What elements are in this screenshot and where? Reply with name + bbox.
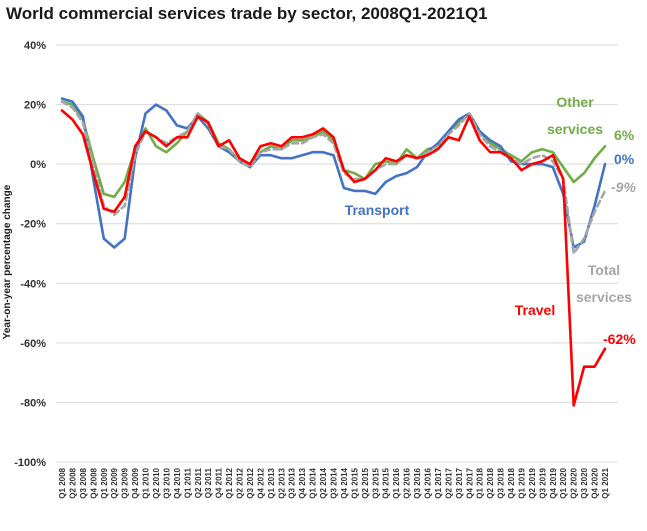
x-tick-label: Q4 2012 [256, 467, 265, 498]
x-tick-label: Q3 2008 [79, 467, 88, 498]
x-tick-label: Q1 2018 [476, 467, 485, 498]
x-tick-label: Q4 2018 [507, 467, 516, 498]
annotation-transport-label: Transport [345, 202, 410, 218]
x-tick-label: Q2 2018 [486, 467, 495, 498]
x-tick-label: Q1 2017 [434, 467, 443, 498]
y-axis-label: Year-on-year percentage change [2, 184, 13, 339]
x-tick-label: Q2 2014 [319, 467, 328, 498]
x-tick-label: Q3 2018 [497, 467, 506, 498]
annotation-transport-value: 0% [614, 151, 635, 167]
annotation-other-label: Other [556, 94, 594, 110]
x-tick-label: Q2 2012 [236, 467, 245, 498]
x-tick-label: Q2 2016 [403, 467, 412, 498]
x-tick-label: Q4 2010 [173, 467, 182, 498]
y-axis-tick-labels: 40% 20% 0% -20% -40% -60% -80% -100% [14, 40, 46, 469]
annotation-travel-value: -62% [603, 331, 636, 347]
annotation-total-label: Total [588, 262, 620, 278]
y-tick-label: -100% [14, 457, 46, 469]
x-tick-label: Q3 2016 [413, 467, 422, 498]
series-line-transport [60, 97, 607, 249]
x-tick-label: Q1 2016 [392, 467, 401, 498]
x-tick-label: Q1 2020 [559, 467, 568, 498]
y-tick-label: -40% [20, 278, 46, 290]
x-tick-label: Q4 2008 [89, 467, 98, 498]
x-tick-label: Q1 2021 [601, 467, 610, 498]
x-tick-label: Q4 2017 [465, 467, 474, 498]
x-tick-label: Q2 2010 [152, 467, 161, 498]
x-tick-label: Q4 2011 [215, 467, 224, 498]
x-tick-label: Q3 2019 [538, 467, 547, 498]
annotation-travel-label: Travel [515, 302, 555, 318]
x-tick-label: Q4 2009 [131, 467, 140, 498]
annotation-other-value: 6% [614, 127, 635, 143]
x-tick-label: Q3 2009 [121, 467, 130, 498]
x-tick-label: Q3 2014 [330, 467, 339, 498]
x-tick-label: Q4 2019 [549, 467, 558, 498]
x-tick-label: Q2 2011 [194, 467, 203, 498]
series-lines [60, 97, 607, 407]
x-tick-label: Q1 2011 [183, 467, 192, 498]
y-tick-label: -60% [20, 338, 46, 350]
x-tick-label: Q3 2017 [455, 467, 464, 498]
y-tick-label: -20% [20, 219, 46, 231]
x-tick-label: Q4 2016 [423, 467, 432, 498]
y-tick-label: -80% [20, 397, 46, 409]
x-tick-label: Q4 2020 [591, 467, 600, 498]
series-line-other-services [60, 100, 607, 199]
x-tick-label: Q3 2013 [288, 467, 297, 498]
x-tick-label: Q3 2010 [162, 467, 171, 498]
x-tick-label: Q2 2009 [110, 467, 119, 498]
x-tick-label: Q1 2015 [350, 467, 359, 498]
y-tick-label: 0% [30, 159, 46, 171]
annotation-total-label-2: services [576, 289, 632, 305]
x-tick-label: Q1 2008 [58, 467, 67, 498]
annotations: Other services 6% 0% -9% Transport Total… [345, 94, 637, 347]
x-tick-label: Q1 2012 [225, 467, 234, 498]
x-tick-label: Q2 2013 [277, 467, 286, 498]
x-axis-tick-labels: Q1 2008 Q2 2008 Q3 2008 Q4 2008 Q1 2009 Q2 20… [58, 467, 610, 498]
x-tick-label: Q2 2017 [444, 467, 453, 498]
x-tick-label: Q2 2020 [570, 467, 579, 498]
x-tick-label: Q3 2011 [204, 467, 213, 498]
y-tick-label: 20% [24, 100, 46, 112]
x-tick-label: Q1 2014 [309, 467, 318, 498]
y-tick-label: 40% [24, 40, 46, 52]
x-tick-label: Q4 2014 [340, 467, 349, 498]
x-tick-label: Q4 2015 [382, 467, 391, 498]
x-tick-label: Q3 2012 [246, 467, 255, 498]
chart-title: World commercial services trade by secto… [6, 4, 488, 23]
annotation-other-label-2: services [547, 121, 603, 137]
x-tick-label: Q1 2009 [100, 467, 109, 498]
x-tick-label: Q2 2015 [361, 467, 370, 498]
x-tick-label: Q2 2008 [68, 467, 77, 498]
x-tick-label: Q1 2010 [142, 467, 151, 498]
gridlines [56, 44, 618, 463]
x-tick-label: Q1 2013 [267, 467, 276, 498]
series-line-travel [60, 109, 607, 407]
x-tick-label: Q1 2019 [517, 467, 526, 498]
x-tick-label: Q3 2020 [580, 467, 589, 498]
x-tick-label: Q4 2013 [298, 467, 307, 498]
annotation-total-value: -9% [611, 179, 636, 195]
x-tick-label: Q3 2015 [371, 467, 380, 498]
x-tick-label: Q2 2019 [528, 467, 537, 498]
